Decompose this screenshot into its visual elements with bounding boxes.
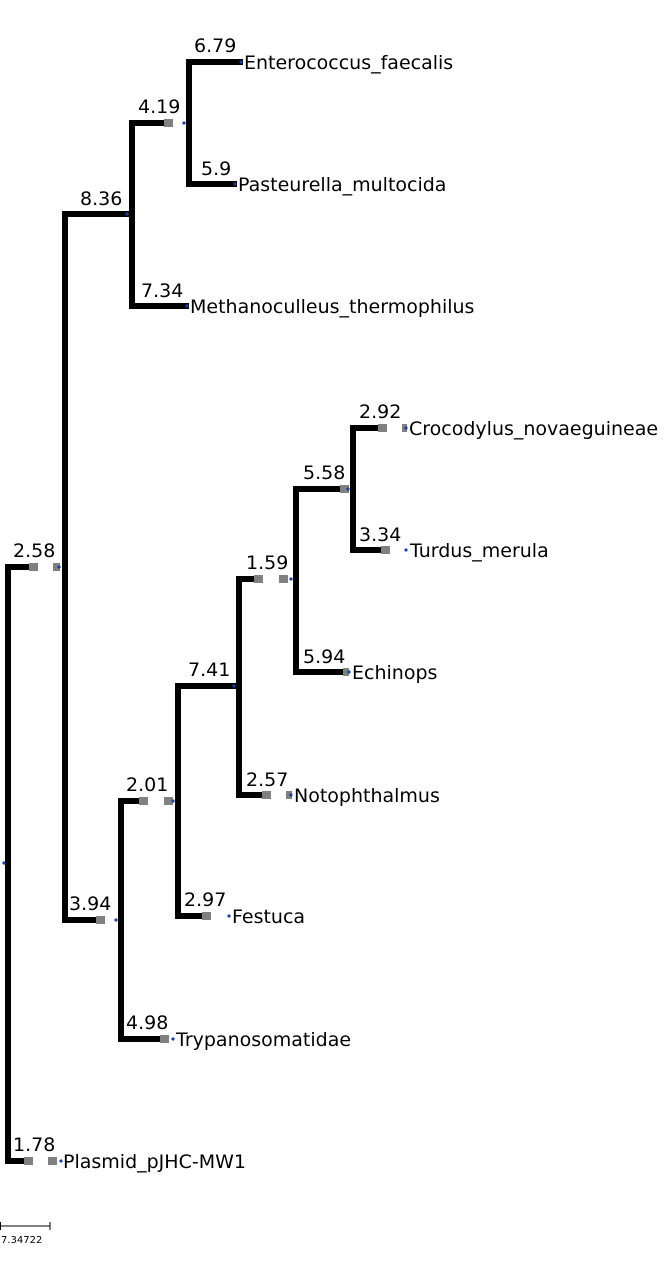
branch-label-e-ent: 6.79 bbox=[194, 35, 236, 57]
stub-g-h-2 bbox=[279, 575, 288, 583]
stub-i-turd bbox=[381, 546, 390, 554]
stub-root-b-2 bbox=[48, 1157, 57, 1165]
stub-i-croc bbox=[378, 424, 387, 432]
leaf-dot-past bbox=[233, 182, 237, 186]
branch-label-i-croc: 2.92 bbox=[359, 401, 401, 423]
stub-f-fest bbox=[202, 912, 211, 920]
stub-g-noto bbox=[262, 791, 271, 799]
branch-label-h-i: 5.58 bbox=[303, 462, 345, 484]
node-dot-i bbox=[346, 487, 350, 491]
branch-label-root-a: 2.58 bbox=[13, 540, 55, 562]
node-dot-e bbox=[182, 121, 186, 125]
leaf-dot-fest bbox=[227, 914, 231, 918]
leaf-label-turdus: Turdus_merula bbox=[409, 540, 549, 562]
branch-label-h-echi: 5.94 bbox=[303, 646, 345, 668]
leaf-label-notophthalmus: Notophthalmus bbox=[294, 785, 440, 807]
stub-h-i bbox=[340, 485, 349, 493]
leaf-dot-noto bbox=[289, 793, 293, 797]
leaf-label-festuca: Festuca bbox=[232, 906, 305, 928]
leaf-dot-ent bbox=[239, 60, 243, 64]
leaf-label-crocodylus: Crocodylus_novaeguineae bbox=[409, 418, 658, 440]
stub-d-f-2 bbox=[164, 797, 173, 805]
branch-label-c-meth: 7.34 bbox=[141, 280, 183, 302]
leaf-label-pasteurella: Pasteurella_multocida bbox=[238, 174, 446, 196]
leaf-dot-echi bbox=[347, 670, 351, 674]
stub-root-a-2 bbox=[53, 563, 60, 571]
branch-label-root-b: 1.78 bbox=[13, 1134, 55, 1156]
stub-g-noto-2 bbox=[286, 791, 292, 799]
branch-label-g-h: 1.59 bbox=[246, 552, 288, 574]
leaf-label-methanoculleus: Methanoculleus_thermophilus bbox=[190, 296, 474, 318]
node-dot-d bbox=[114, 918, 118, 922]
branch-label-a-c: 8.36 bbox=[80, 188, 122, 210]
leaf-labels: Enterococcus_faecalis Pasteurella_multoc… bbox=[63, 52, 658, 1173]
node-dot-root bbox=[2, 861, 6, 865]
node-dots bbox=[2, 60, 408, 1163]
branch-label-d-tryp: 4.98 bbox=[126, 1012, 168, 1034]
node-dot-h bbox=[289, 577, 293, 581]
scale-bar-label: 7.34722 bbox=[1, 1235, 42, 1246]
branch-label-g-noto: 2.57 bbox=[246, 769, 288, 791]
leaf-dot-turd bbox=[404, 548, 408, 552]
stub-a-d bbox=[96, 916, 105, 924]
branch-label-f-g: 7.41 bbox=[188, 659, 230, 681]
leaf-dot-croc bbox=[404, 426, 408, 430]
branch-stubs bbox=[24, 119, 407, 1165]
node-dot-c bbox=[125, 212, 129, 216]
leaf-label-enterococcus: Enterococcus_faecalis bbox=[244, 52, 453, 74]
leaf-label-echinops: Echinops bbox=[352, 662, 437, 684]
branch-label-d-f: 2.01 bbox=[126, 774, 168, 796]
leaf-dot-tryp bbox=[171, 1037, 175, 1041]
node-dot-g bbox=[232, 684, 236, 688]
branch-label-i-turd: 3.34 bbox=[359, 524, 401, 546]
branch-label-a-d: 3.94 bbox=[69, 893, 111, 915]
branch-label-c-e: 4.19 bbox=[138, 96, 180, 118]
leaf-dot-meth bbox=[185, 304, 189, 308]
stub-d-f bbox=[139, 797, 148, 805]
leaf-label-plasmid: Plasmid_pJHC-MW1 bbox=[63, 1151, 246, 1173]
branch-length-labels: 2.58 1.78 8.36 3.94 4.19 7.34 6.79 5.9 2… bbox=[13, 35, 401, 1156]
leaf-dot-plas bbox=[59, 1159, 63, 1163]
stub-h-echi bbox=[343, 668, 349, 676]
node-dot-f bbox=[171, 799, 175, 803]
branch-label-e-past: 5.9 bbox=[201, 158, 231, 180]
stub-c-e bbox=[164, 119, 173, 127]
leaf-label-trypanosomatidae: Trypanosomatidae bbox=[175, 1029, 351, 1051]
scale-bar bbox=[0, 1222, 51, 1230]
stub-root-a bbox=[29, 563, 38, 571]
tree-branches bbox=[5, 59, 384, 1164]
stub-root-b bbox=[24, 1157, 33, 1165]
node-dot-a bbox=[57, 565, 61, 569]
branch-label-f-fest: 2.97 bbox=[184, 889, 226, 911]
stub-d-tryp bbox=[160, 1035, 169, 1043]
stub-g-h bbox=[254, 575, 263, 583]
